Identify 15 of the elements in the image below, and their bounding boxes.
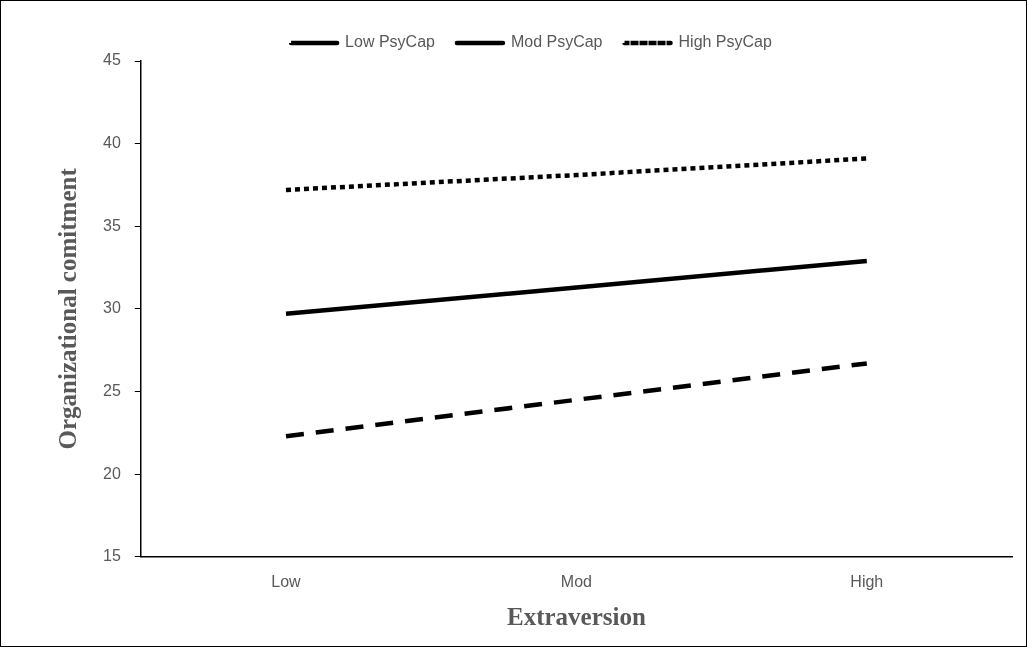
y-tick-label: 30 — [103, 299, 121, 317]
legend-label: High PsyCap — [678, 33, 772, 51]
y-tick-label: 15 — [103, 547, 121, 565]
legend-label: Low PsyCap — [345, 33, 436, 51]
y-tick-label: 40 — [103, 134, 121, 152]
x-tick-label: Low — [271, 572, 302, 590]
y-axis-title: Organizational comitment — [54, 167, 82, 450]
x-tick-label: High — [850, 572, 884, 590]
legend-label: Mod PsyCap — [510, 33, 603, 51]
x-axis-title: Extraversion — [506, 603, 646, 631]
x-tick-label: Mod — [560, 572, 592, 590]
y-tick-label: 20 — [103, 464, 121, 482]
y-tick-label: 35 — [103, 216, 121, 234]
y-tick-label: 45 — [103, 51, 121, 69]
y-tick-label: 25 — [103, 381, 121, 399]
